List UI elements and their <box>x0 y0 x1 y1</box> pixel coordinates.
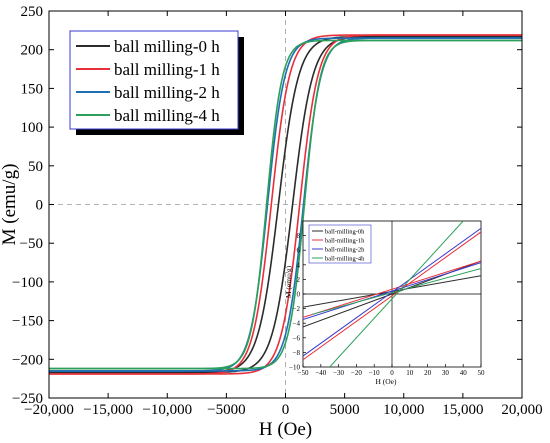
inset-x-tick-label: −40 <box>315 369 326 377</box>
y-tick-label: 0 <box>36 198 44 214</box>
series-line-2-descending <box>49 37 522 372</box>
series-line-3-descending <box>49 39 522 370</box>
x-tick-label: −5000 <box>207 402 245 418</box>
x-tick-label: −10,000 <box>142 402 192 418</box>
inset-x-tick-label: 20 <box>424 369 432 377</box>
y-tick-label: −150 <box>12 314 43 330</box>
legend-label-0: ball milling-0 h <box>114 37 220 56</box>
series-line-0-descending <box>49 35 522 374</box>
x-tick-label: 10,000 <box>383 402 424 418</box>
y-tick-label: 200 <box>21 43 44 59</box>
y-tick-label: 50 <box>28 159 43 175</box>
inset-y-tick-label: −8 <box>293 349 301 357</box>
inset-series-2-branch-1 <box>303 262 481 321</box>
x-tick-label: 0 <box>282 402 290 418</box>
legend-box <box>69 30 239 130</box>
inset-x-tick-label: 50 <box>478 369 486 377</box>
y-axis-title: M (emu/g) <box>0 164 20 246</box>
inset-series-3-branch-1 <box>311 267 481 315</box>
x-tick-label: 20,000 <box>501 402 542 418</box>
y-tick-label: −100 <box>12 275 43 291</box>
inset-x-axis-title: H (Oe) <box>375 377 397 386</box>
y-tick-label: −250 <box>12 391 43 407</box>
inset-y-tick-label: 4 <box>297 261 301 269</box>
inset-y-tick-label: 6 <box>297 247 301 255</box>
inset-legend-label-3: ball-milling-4h <box>325 255 365 262</box>
inset-y-tick-label: −2 <box>293 305 301 313</box>
inset-x-tick-label: −50 <box>298 369 309 377</box>
legend-label-3: ball milling-4 h <box>114 106 220 125</box>
x-tick-label: −15,000 <box>83 402 133 418</box>
inset-y-tick-label: 0 <box>297 291 301 299</box>
y-tick-label: −50 <box>20 236 43 252</box>
main-plot: −20,000 −15,000 −10,000 −5000 0 5000 10,000 15,… <box>0 4 543 440</box>
inset-x-tick-label: −20 <box>351 369 362 377</box>
inset-legend-label-0: ball-milling-0h <box>325 228 365 235</box>
inset-x-tick-label: 30 <box>442 369 450 377</box>
inset-y-tick-label: 2 <box>297 276 301 284</box>
inset-y-tick-label: −4 <box>293 320 301 328</box>
inset-y-tick-label: −6 <box>293 334 301 342</box>
series-line-1-descending <box>49 34 522 375</box>
inset-legend-label-2: ball-milling-2h <box>325 246 365 253</box>
inset-x-tick-label: 10 <box>406 369 414 377</box>
x-tick-label: 15,000 <box>442 402 483 418</box>
inset-y-tick-label: −10 <box>289 364 300 372</box>
inset-legend-label-1: ball-milling-1h <box>325 237 365 244</box>
inset-lines <box>303 221 481 367</box>
y-tick-label: −200 <box>12 352 43 368</box>
legend-label-2: ball milling-2 h <box>114 83 220 102</box>
inset-x-tick-label: −30 <box>333 369 344 377</box>
inset-series-1-branch-1 <box>303 260 481 318</box>
x-axis-title: H (Oe) <box>259 419 312 440</box>
inset-y-tick-label: 8 <box>297 232 301 240</box>
y-tick-label: 250 <box>21 4 44 20</box>
inset-series-1-branch-0 <box>303 231 481 361</box>
y-tick-label: 100 <box>21 120 44 136</box>
inset-x-tick-label: −10 <box>369 369 380 377</box>
x-tick-label: −20,000 <box>24 402 74 418</box>
inset-y-axis-title: M (emu/g) <box>284 265 293 298</box>
inset-x-tick-label: 40 <box>460 369 468 377</box>
y-tick-label: 150 <box>21 81 44 97</box>
x-tick-label: 5000 <box>330 402 360 418</box>
inset-x-tick-label: 0 <box>390 369 394 377</box>
inset-plot: −50 −40 −30 −20 −10 0 10 20 30 40 50−10−8−6−4−2024… <box>284 220 486 386</box>
legend-label-1: ball milling-1 h <box>114 60 220 79</box>
inset-series-3-branch-0 <box>329 221 464 367</box>
